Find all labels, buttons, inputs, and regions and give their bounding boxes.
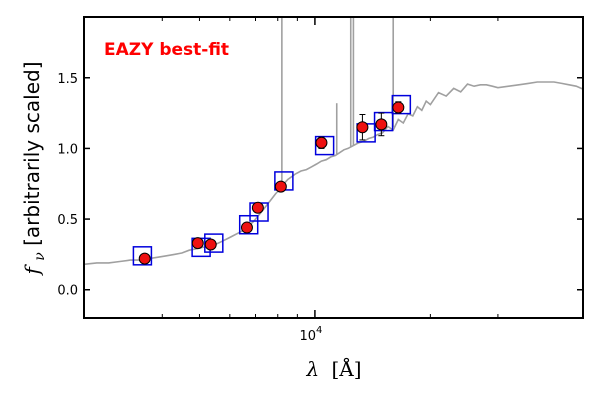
x-tick-label: 104 [299,325,322,344]
observed-point [138,252,151,265]
plot-area [83,16,584,319]
y-axis-label: f ν [arbitrarily scaled] [20,61,49,276]
y-tick-label: 1.5 [57,72,78,87]
observed-point [191,237,204,250]
x-axis-unit: [Å] [331,356,361,381]
observed-photometry-layer [138,101,405,265]
observed-point [204,238,217,251]
observed-point [240,221,253,234]
observed-point [375,118,388,131]
x-tick-labels: 104 [299,325,322,344]
observed-point [356,121,369,134]
plot-background [84,17,583,318]
annotation-label: EAZY best-fit [104,40,229,60]
x-tick-label-exponent: 4 [316,325,322,336]
model-photometry-box [204,233,224,253]
y-tick-label: 0.5 [57,213,78,228]
y-tick-labels: 0.0 0.5 1.0 1.5 [57,72,78,299]
y-axis-subscript: ν [32,252,48,261]
observed-point [251,201,264,214]
observed-point [315,136,328,149]
y-axis-symbol: f [20,264,44,277]
y-axis-text: [arbitrarily scaled] [20,61,44,245]
model-photometry-box [238,214,259,235]
y-tick-label: 1.0 [57,142,78,157]
model-photometry-box [314,135,335,156]
model-photometry-box [373,111,394,132]
x-axis-label: λ [Å] [305,356,361,381]
observed-point [392,101,405,114]
x-axis-symbol: λ [305,357,319,381]
y-tick-label: 0.0 [57,284,78,299]
observed-point [274,180,287,193]
model-photometry-box [391,94,412,115]
plot-frame [83,16,584,319]
model-photometry-box [132,246,153,266]
